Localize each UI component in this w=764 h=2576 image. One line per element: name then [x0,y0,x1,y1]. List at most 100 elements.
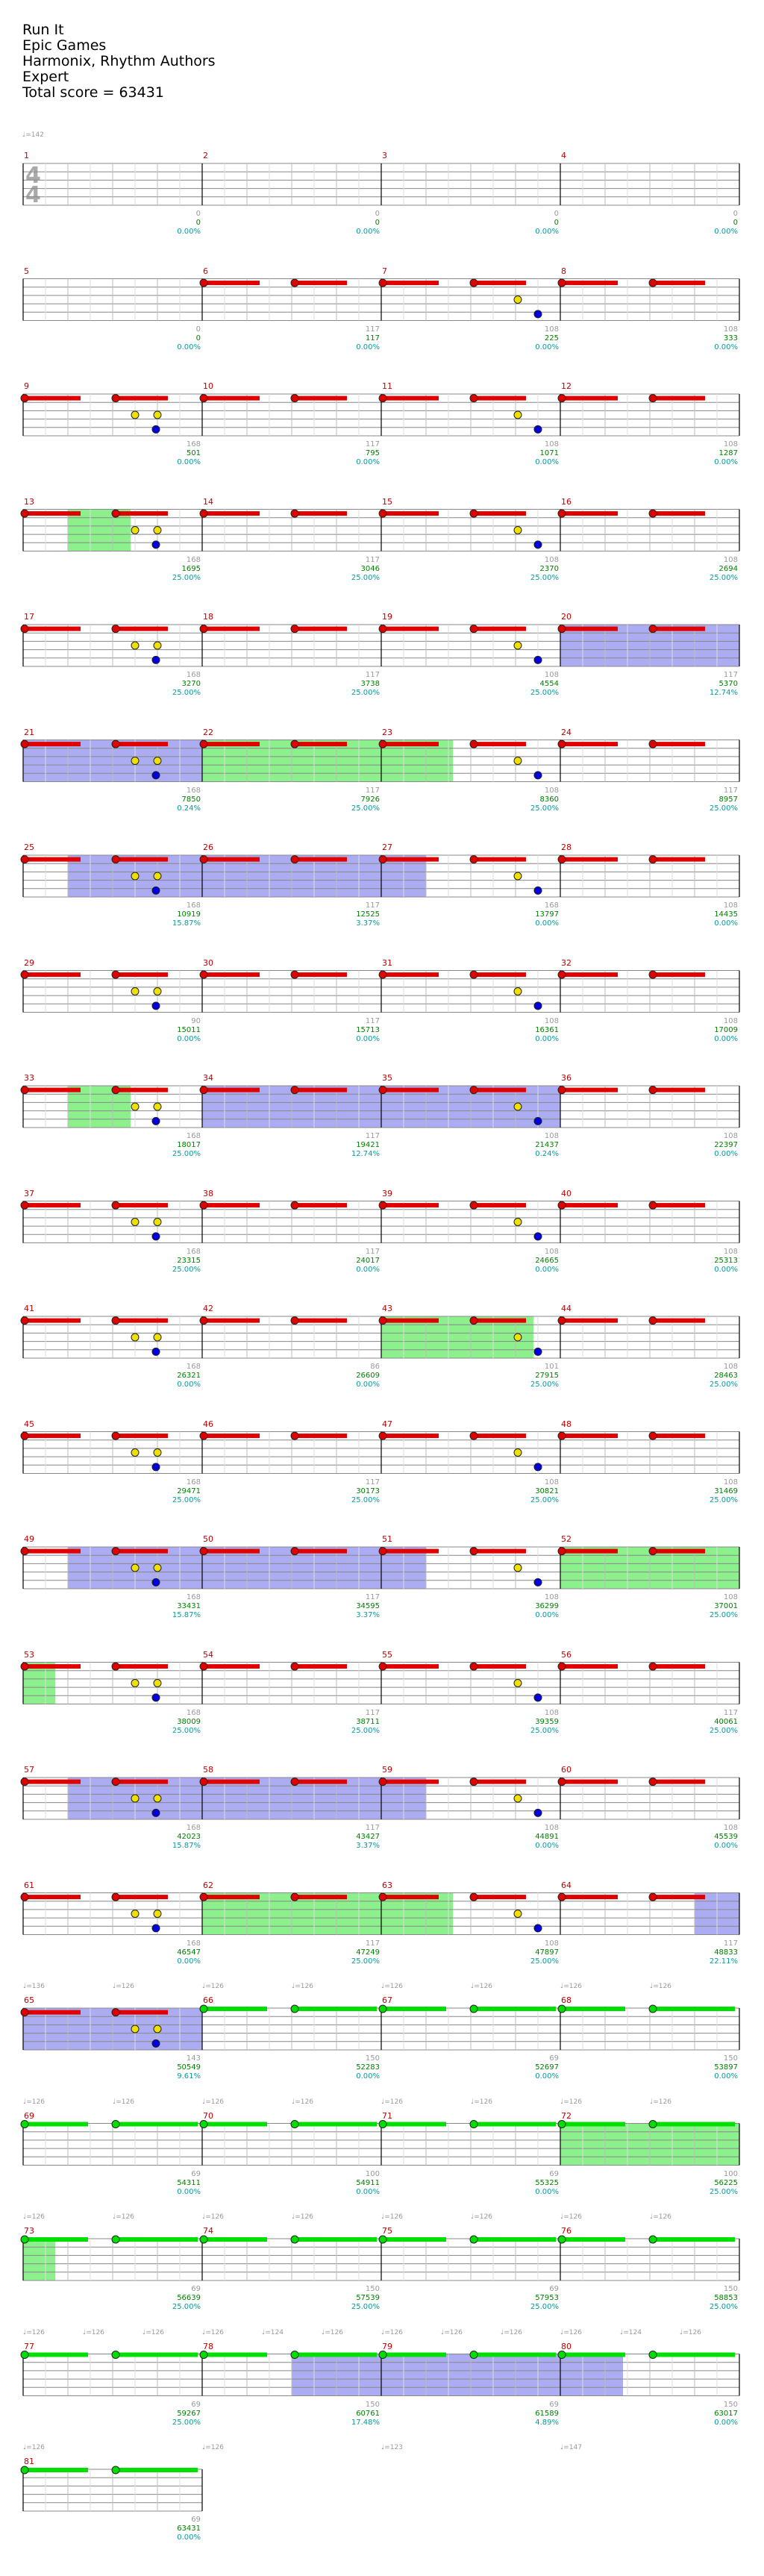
sustain-bar [653,1318,705,1323]
measure-number: 75 [382,2226,392,2236]
sustain-bar [116,1779,168,1784]
measure-points: 69 [191,2400,201,2409]
note-head [557,1086,566,1095]
overdrive-meter: 0.00% [714,2418,738,2427]
note-head [378,1431,387,1440]
note-head [20,1086,29,1095]
measure-number: 10 [203,381,213,391]
measure-number: 71 [382,2110,392,2121]
measure-stats: 168 23315 25.00% [148,1248,201,1275]
note-head [513,1679,522,1687]
measure-points: 108 [723,901,738,910]
measure-stats: 168 501 0.00% [148,440,201,467]
measure-stats: 168 42023 15.87% [148,1824,201,1851]
sustain-bar [474,511,526,516]
sustain-bar [25,396,81,401]
sustain-bar [474,2007,556,2011]
note-head [153,2025,162,2033]
note-head [648,509,657,518]
note-head [557,394,566,403]
note-head [151,655,160,664]
note-head [513,410,522,419]
overdrive-meter: 0.00% [177,343,201,351]
measure-points: 150 [365,2054,380,2063]
overdrive-meter: 25.00% [351,1726,380,1735]
note-head [111,625,120,634]
sustain-bar [562,1318,618,1323]
measure-stats: 108 22397 0.00% [686,1132,738,1159]
measure-number: 80 [561,2341,572,2351]
note-head [111,1892,120,1901]
overdrive-meter: 0.00% [714,1034,738,1043]
overdrive-meter: 0.00% [177,1034,201,1043]
note-head [469,1316,478,1325]
tempo-marking: ♩=126 [381,2328,403,2336]
note-head [290,1547,299,1556]
cumulative-score: 44891 [535,1833,559,1841]
measure-stats: 69 54311 0.00% [148,2170,201,2197]
note-head [290,1778,299,1786]
note-head [469,1892,478,1901]
time-signature-top: 4 [25,163,41,189]
note-head [199,1316,208,1325]
overdrive-meter: 25.00% [172,573,201,582]
measure-stats: 168 33431 15.87% [148,1593,201,1620]
sustain-bar [295,972,347,978]
sustain-bar [116,396,168,401]
overdrive-meter: 3.37% [356,919,380,928]
note-head [111,1201,120,1210]
sustain-bar [383,742,439,747]
measure-points: 108 [544,555,559,564]
measure-number: 41 [24,1304,34,1313]
note-head [513,1910,522,1918]
cumulative-score: 40061 [714,1717,738,1726]
sustain-bar [653,626,705,631]
overdrive-meter: 0.00% [535,2187,559,2196]
cumulative-score: 3738 [360,680,380,688]
overdrive-meter: 0.00% [714,343,738,351]
cumulative-score: 55325 [535,2178,559,2187]
note-head [557,740,566,748]
measure-points: 108 [544,1708,559,1717]
measure-number: 26 [203,842,213,852]
note-head [378,1201,387,1210]
measure-number: 70 [203,2110,213,2121]
sustain-bar [25,742,81,747]
measure-points: 69 [191,2516,201,2524]
cumulative-score: 13797 [535,910,559,919]
overdrive-region [560,2354,623,2396]
measure-points: 143 [186,2054,201,2063]
overdrive-meter: 25.00% [709,1495,738,1504]
tempo-marking: ♩=136 [23,1983,45,1990]
sustain-bar [295,742,347,747]
sustain-bar [653,511,705,516]
measure-stats: 108 47897 25.00% [507,1939,559,1966]
measure-points: 108 [544,1478,559,1486]
note-head [20,1892,29,1901]
measure-stats: 117 30173 25.00% [328,1478,380,1505]
cumulative-score: 2370 [539,564,559,573]
note-head [151,2039,160,2048]
measure-number: 61 [24,1880,34,1890]
measure-points: 108 [723,1247,738,1256]
measure-stats: 108 36299 0.00% [507,1593,559,1620]
note-head [469,1086,478,1095]
measure-points: 86 [370,1363,380,1371]
measure-number: 2 [203,151,208,160]
tempo-marking: ♩=126 [113,2213,134,2221]
note-head [131,872,140,881]
sustain-bar [653,1664,705,1669]
overdrive-meter: 25.00% [530,1495,559,1504]
measure-points: 108 [544,786,559,795]
measure-number: 81 [24,2457,34,2466]
note-head [290,278,299,287]
sustain-bar [562,742,618,747]
overdrive-meter: 25.00% [172,1726,201,1735]
overdrive-meter: 25.00% [709,804,738,813]
sustain-bar [116,2352,198,2357]
song-authors: Harmonix, Rhythm Authors [22,53,216,69]
measure-stats: 108 25313 0.00% [686,1248,738,1275]
note-head [153,1563,162,1572]
note-head [131,1679,140,1687]
tempo-marking: ♩=126 [381,1983,403,1990]
